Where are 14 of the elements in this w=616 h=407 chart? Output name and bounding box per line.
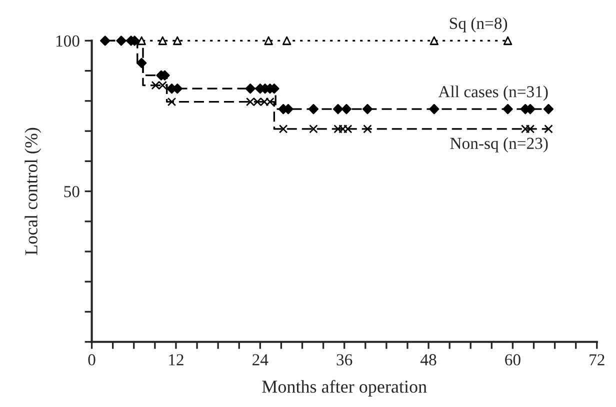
x-tick-label: 48 [420,354,436,366]
y-tick-label: 100 [56,35,80,47]
series-label: All cases (n=31) [438,86,548,101]
series-label: Sq (n=8) [450,17,508,32]
y-tick-label: 50 [64,186,80,198]
x-tick-label: 60 [505,354,520,366]
series-label: Non-sq (n=23) [450,137,548,152]
y-axis-title: Local control (%) [24,128,42,255]
x-tick-label: 72 [590,354,604,366]
x-tick-label: 0 [88,354,96,366]
x-tick-label: 24 [252,354,268,366]
x-axis-title: Months after operation [262,380,427,396]
x-tick-label: 12 [169,354,184,366]
x-tick-label: 36 [336,354,352,366]
